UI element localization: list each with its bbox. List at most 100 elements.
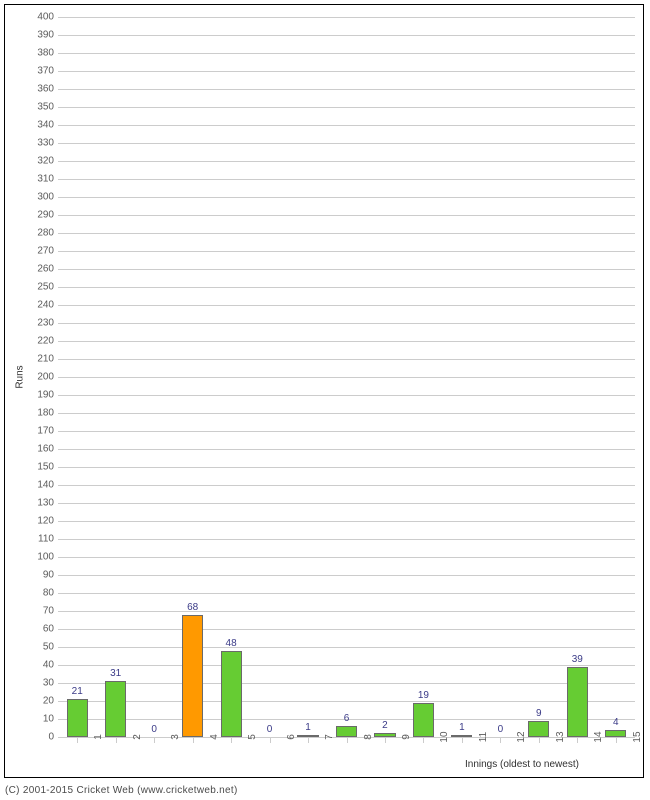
gridline: [58, 197, 635, 198]
gridline: [58, 359, 635, 360]
bar-value-label: 31: [110, 668, 121, 679]
x-tick-label: 6: [270, 734, 297, 740]
y-tick-label: 240: [37, 300, 58, 311]
y-tick-label: 330: [37, 138, 58, 149]
bar-value-label: 6: [344, 713, 350, 724]
y-tick-label: 280: [37, 228, 58, 239]
y-tick-label: 140: [37, 480, 58, 491]
y-tick-label: 290: [37, 210, 58, 221]
y-tick-label: 0: [48, 732, 58, 743]
y-tick-label: 400: [37, 12, 58, 23]
y-tick-label: 310: [37, 174, 58, 185]
y-tick-label: 30: [43, 678, 58, 689]
y-tick-label: 110: [38, 534, 58, 545]
bar-value-label: 19: [418, 690, 429, 701]
x-tick-label: 11: [462, 732, 489, 742]
gridline: [58, 287, 635, 288]
y-tick-label: 230: [37, 318, 58, 329]
x-tick-label: 9: [385, 734, 412, 740]
y-tick-label: 250: [37, 282, 58, 293]
y-tick-label: 200: [37, 372, 58, 383]
bar-value-label: 9: [536, 708, 542, 719]
gridline: [58, 35, 635, 36]
gridline: [58, 539, 635, 540]
gridline: [58, 593, 635, 594]
y-tick-label: 220: [37, 336, 58, 347]
gridline: [58, 431, 635, 432]
y-tick-label: 160: [37, 444, 58, 455]
y-tick-label: 60: [43, 624, 58, 635]
y-tick-label: 260: [37, 264, 58, 275]
gridline: [58, 665, 635, 666]
y-tick-label: 210: [37, 354, 58, 365]
x-tick-label: 5: [231, 734, 258, 740]
x-tick-label: 1: [77, 734, 104, 740]
y-tick-label: 390: [37, 30, 58, 41]
x-tick-label: 14: [577, 731, 604, 742]
y-tick-label: 360: [37, 84, 58, 95]
gridline: [58, 251, 635, 252]
y-tick-label: 80: [43, 588, 58, 599]
x-tick-label: 4: [193, 734, 220, 740]
bar-value-label: 68: [187, 602, 198, 613]
bar: [182, 615, 203, 737]
y-tick-label: 340: [37, 120, 58, 131]
y-tick-label: 100: [37, 552, 58, 563]
y-tick-label: 10: [43, 714, 58, 725]
gridline: [58, 179, 635, 180]
gridline: [58, 485, 635, 486]
gridline: [58, 449, 635, 450]
gridline: [58, 125, 635, 126]
x-axis-label: Innings (oldest to newest): [465, 759, 579, 770]
gridline: [58, 269, 635, 270]
gridline: [58, 647, 635, 648]
gridline: [58, 323, 635, 324]
bar: [67, 699, 88, 737]
gridline: [58, 611, 635, 612]
y-tick-label: 20: [43, 696, 58, 707]
gridline: [58, 503, 635, 504]
gridline: [58, 395, 635, 396]
chart-frame: 0102030405060708090100110120130140150160…: [4, 4, 644, 778]
bar: [221, 651, 242, 737]
y-axis-label: Runs: [15, 365, 26, 388]
bar-value-label: 4: [613, 717, 619, 728]
y-tick-label: 270: [37, 246, 58, 257]
x-tick-label: 12: [500, 731, 527, 742]
y-tick-label: 370: [37, 66, 58, 77]
gridline: [58, 89, 635, 90]
gridline: [58, 413, 635, 414]
bar: [105, 681, 126, 737]
bar: [567, 667, 588, 737]
bar-value-label: 2: [382, 720, 388, 731]
bar-value-label: 21: [72, 686, 83, 697]
y-tick-label: 150: [37, 462, 58, 473]
y-tick-label: 300: [37, 192, 58, 203]
y-tick-label: 180: [37, 408, 58, 419]
y-tick-label: 120: [37, 516, 58, 527]
y-tick-label: 320: [37, 156, 58, 167]
y-tick-label: 190: [37, 390, 58, 401]
x-tick-label: 8: [347, 734, 374, 740]
bar-value-label: 48: [226, 638, 237, 649]
gridline: [58, 575, 635, 576]
gridline: [58, 71, 635, 72]
gridline: [58, 17, 635, 18]
gridline: [58, 305, 635, 306]
y-tick-label: 350: [37, 102, 58, 113]
gridline: [58, 683, 635, 684]
gridline: [58, 107, 635, 108]
y-tick-label: 170: [37, 426, 58, 437]
gridline: [58, 701, 635, 702]
y-tick-label: 130: [37, 498, 58, 509]
copyright-text: (C) 2001-2015 Cricket Web (www.cricketwe…: [5, 785, 238, 796]
x-tick-label: 2: [116, 734, 143, 740]
y-tick-label: 90: [43, 570, 58, 581]
x-tick-label: 3: [154, 734, 181, 740]
y-tick-label: 40: [43, 660, 58, 671]
x-tick-label: 13: [539, 731, 566, 742]
gridline: [58, 53, 635, 54]
x-tick-label: 7: [308, 734, 335, 740]
gridline: [58, 629, 635, 630]
gridline: [58, 215, 635, 216]
